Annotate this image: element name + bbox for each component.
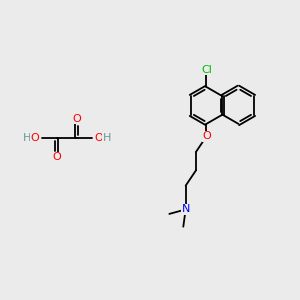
Text: H: H (102, 133, 111, 143)
Text: O: O (30, 133, 39, 143)
Text: N: N (182, 204, 190, 214)
Text: O: O (202, 131, 211, 141)
Text: Cl: Cl (201, 65, 212, 75)
Text: O: O (72, 114, 81, 124)
Text: O: O (52, 152, 61, 162)
Text: O: O (94, 133, 103, 143)
Text: H: H (23, 133, 31, 143)
